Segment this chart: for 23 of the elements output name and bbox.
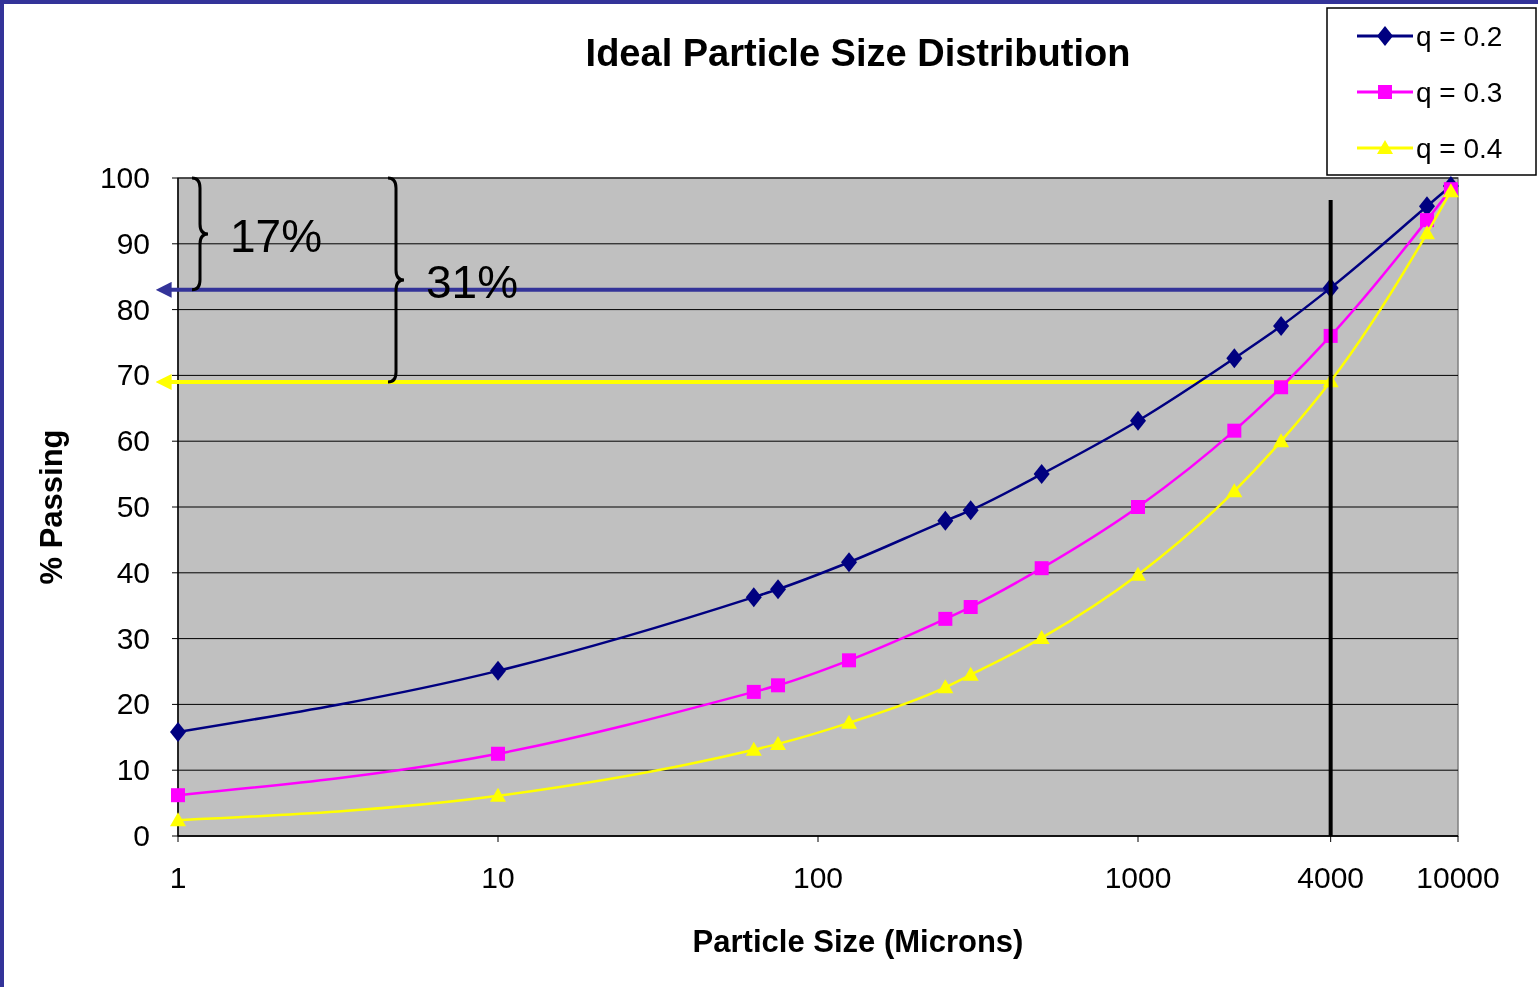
chart-title: Ideal Particle Size Distribution <box>585 32 1131 74</box>
y-tick-label: 50 <box>116 490 150 523</box>
y-tick-label: 80 <box>116 292 150 326</box>
y-tick-label: 60 <box>116 424 150 458</box>
y-tick-label: 30 <box>116 621 150 655</box>
legend-label: q = 0.3 <box>1416 77 1503 108</box>
y-tick-label: 0 <box>133 819 150 852</box>
y-tick-label: 10 <box>116 753 150 787</box>
x-tick-label: 1 <box>169 861 187 894</box>
x-tick-label: 100 <box>792 861 844 894</box>
x-tick-label: 10000 <box>1416 861 1500 894</box>
x-axis-title: Particle Size (Microns) <box>692 924 1024 959</box>
legend-label: q = 0.2 <box>1416 21 1503 52</box>
y-tick-label: 40 <box>116 555 150 589</box>
y-axis-title: % Passing <box>34 429 69 585</box>
y-tick-label: 100 <box>99 161 150 194</box>
y-tick-label: 70 <box>116 358 150 392</box>
x-tick-label: 4000 <box>1297 861 1365 894</box>
legend-label: q = 0.4 <box>1416 133 1503 164</box>
x-tick-label: 1000 <box>1104 861 1172 894</box>
y-tick-label: 90 <box>116 226 150 260</box>
y-tick-label: 20 <box>116 687 150 721</box>
x-tick-label: 10 <box>481 861 515 894</box>
